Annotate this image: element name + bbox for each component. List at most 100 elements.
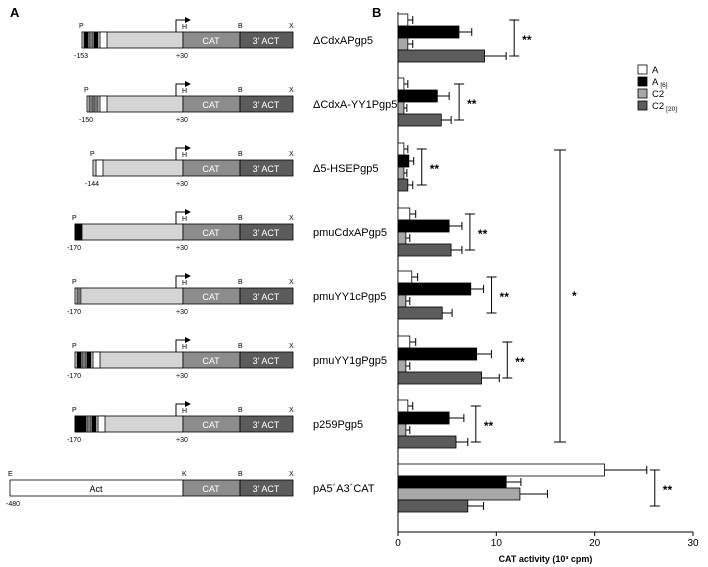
act3-box (239, 223, 294, 241)
site-k-label: K (182, 471, 187, 478)
site-h-label: H (182, 280, 187, 287)
construct-6: p259Pgp5 P -170 H +30 CAT 3' ACT B X (67, 401, 363, 444)
site-e-label: E (8, 471, 13, 478)
act3-label: 3' ACT (253, 36, 280, 46)
cat-label: CAT (202, 292, 220, 302)
element-mark (81, 351, 87, 369)
legend-swatch (637, 76, 648, 87)
bar-C2[20] (397, 371, 482, 385)
site-x-label: X (289, 23, 294, 30)
legend-label: C2 (652, 89, 664, 100)
legend-swatch (637, 64, 648, 75)
element-mark (86, 351, 92, 369)
construct-4: pmuYY1cPgp5 P -170 H +30 CAT 3' ACT B X (67, 273, 386, 316)
cat-label: CAT (202, 484, 220, 494)
site-h-label: H (182, 88, 187, 95)
significance-label: ** (478, 227, 488, 241)
mutated-cdxa-box (74, 223, 83, 241)
transcription-start-arrowhead (185, 81, 191, 87)
site-x-label: X (289, 407, 294, 414)
construct-0: ΔCdxAPgp5 P -153 H +30 CAT 3' ACT B X (74, 17, 373, 60)
construct-1: ΔCdxA-YY1Pgp5 P -150 H +30 CAT 3' ACT B X (79, 81, 397, 124)
bar-A (397, 77, 405, 91)
bar-A (397, 399, 409, 413)
x-tick-label: 0 (395, 538, 401, 549)
bar-C2 (397, 359, 407, 373)
start-coordinate: -480 (6, 501, 20, 508)
bar-A (397, 13, 409, 27)
significance-label: ** (663, 483, 673, 497)
bar-C2 (397, 166, 405, 180)
act3-box (239, 159, 294, 177)
bar-C2 (397, 294, 407, 308)
site-h-label: H (182, 152, 187, 159)
element-mark (83, 31, 89, 49)
legend-swatch (637, 100, 648, 111)
mutated-cdxa-box (74, 415, 83, 433)
bar-A[6] (397, 89, 438, 103)
act3-label: 3' ACT (253, 356, 280, 366)
x-tick-label: 10 (491, 538, 503, 549)
panel-b-label: B (372, 5, 381, 20)
transcription-start-arrowhead (185, 401, 191, 407)
significance-label: ** (500, 290, 510, 304)
legend-label: C2 [20] (652, 101, 677, 113)
site-p-label: P (79, 23, 84, 30)
site-h-label: H (182, 216, 187, 223)
act3-box (239, 351, 294, 369)
x-tick-label: 30 (687, 538, 699, 549)
transcription-start-arrowhead (185, 209, 191, 215)
bar-C2[20] (397, 499, 469, 513)
cat-label: CAT (202, 228, 220, 238)
site-p-label: P (72, 407, 77, 414)
white-element-box (97, 415, 106, 433)
bar-C2 (397, 487, 521, 501)
start-coordinate: -144 (85, 181, 99, 188)
act3-box (239, 31, 294, 49)
start-coordinate: -170 (67, 245, 81, 252)
legend-label: A (652, 65, 659, 76)
act3-box (239, 479, 294, 497)
transcription-start-arrow (175, 339, 185, 352)
start-coordinate: -150 (79, 117, 93, 124)
construct-name: Δ5-HSEPgp5 (313, 163, 378, 175)
act3-label: 3' ACT (253, 228, 280, 238)
transcription-start-arrow (175, 19, 185, 32)
element-mark (76, 287, 82, 305)
construct-3: pmuCdxAPgp5 P -170 H +30 CAT 3' ACT B X (67, 209, 387, 252)
cat-label: CAT (202, 356, 220, 366)
significance-label: ** (430, 162, 440, 176)
element-mark (88, 31, 94, 49)
bar-C2[20] (397, 178, 409, 192)
construct-name: pmuYY1cPgp5 (313, 291, 386, 303)
significance-label: ** (467, 97, 477, 111)
site-h-label: H (182, 344, 187, 351)
construct-name: pA5´A3´CAT (313, 483, 375, 495)
white-element-box (99, 31, 108, 49)
site-b-label: B (238, 343, 243, 350)
site-x-label: X (289, 471, 294, 478)
bar-A (397, 270, 413, 284)
bar-A[6] (397, 25, 460, 39)
site-b-label: B (238, 471, 243, 478)
cat-label: CAT (202, 420, 220, 430)
bar-A (397, 463, 605, 477)
bar-A[6] (397, 282, 472, 296)
significance-label: ** (515, 355, 525, 369)
bar-A[6] (397, 475, 507, 489)
bar-A[6] (397, 219, 450, 233)
legend-swatch (637, 88, 648, 99)
plus30-label: +30 (176, 309, 188, 316)
legend-label-subscript: [20] (666, 106, 677, 113)
construct-name: p259Pgp5 (313, 419, 363, 431)
promoter-box (92, 159, 184, 177)
bar-C2 (397, 101, 405, 115)
element-mark (86, 415, 92, 433)
act3-label: 3' ACT (253, 100, 280, 110)
plus30-label: +30 (176, 373, 188, 380)
plus30-label: +30 (176, 181, 188, 188)
site-p-label: P (90, 151, 95, 158)
